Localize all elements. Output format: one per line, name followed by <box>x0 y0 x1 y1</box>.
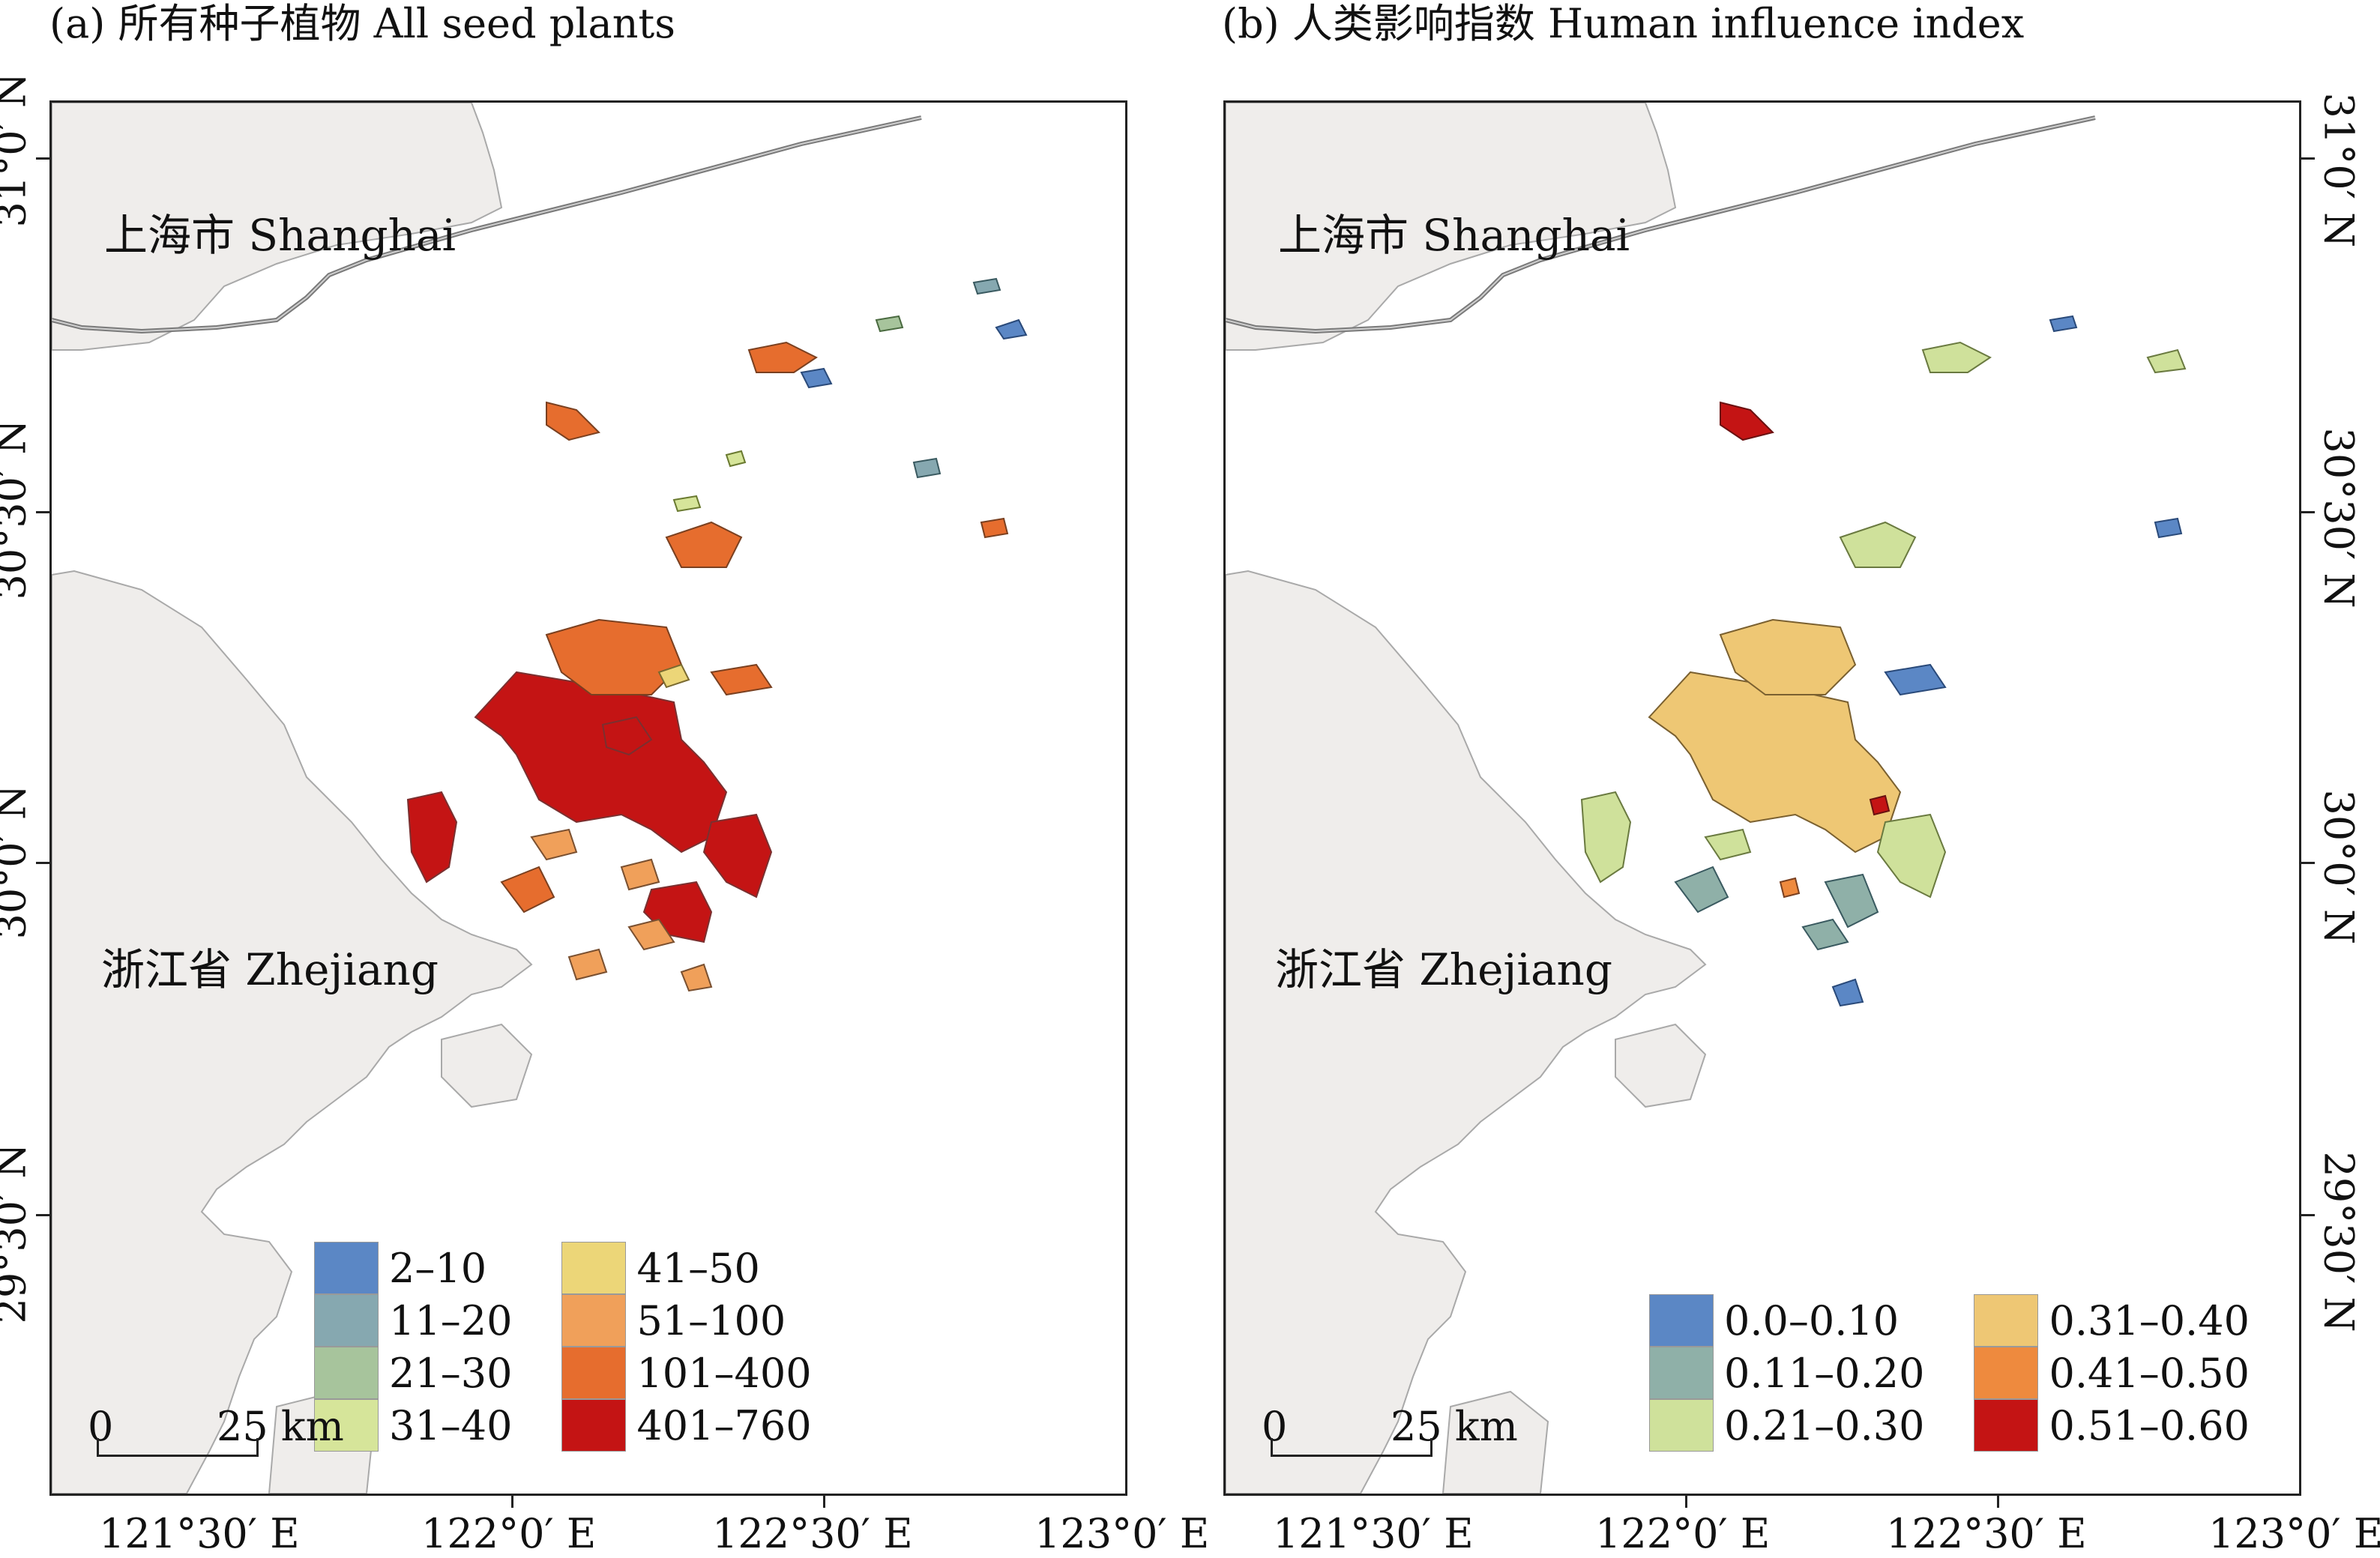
lon-label-b-3: 122°30′ E <box>1886 1510 2087 1557</box>
legend-a-swatch <box>561 1347 627 1399</box>
legend-a-swatch <box>314 1242 379 1294</box>
lon-label-b-2: 122°0′ E <box>1595 1510 1771 1557</box>
legend-a-label: 401–760 <box>636 1401 812 1449</box>
legend-b-swatch <box>1974 1294 2039 1347</box>
legend-b-swatch <box>1974 1399 2039 1452</box>
scalebar-a-bar <box>97 1438 259 1457</box>
lat-label-a-2: 30°30′ N <box>0 419 35 600</box>
legend-a-item: 11–20 <box>314 1294 512 1347</box>
legend-a-item: 2–10 <box>314 1242 512 1294</box>
tick-a-lat-3 <box>36 862 49 864</box>
lat-label-b-1: 31°0′ N <box>2315 92 2363 248</box>
islands-b <box>1580 315 2187 1007</box>
lon-label-a-3: 122°30′ E <box>712 1510 913 1557</box>
tick-b-lat-2 <box>2301 511 2315 513</box>
lat-label-b-2: 30°30′ N <box>2315 427 2363 609</box>
legend-b-label: 0.51–0.60 <box>2049 1401 2250 1449</box>
legend-b-swatch <box>1649 1399 1714 1452</box>
lon-label-a-4: 123°0′ E <box>1034 1510 1210 1557</box>
zhejiang-landmass <box>1226 570 1707 1494</box>
legend-a-label: 41–50 <box>636 1244 760 1292</box>
zhejiang-label-a: 浙江省 Zhejiang <box>101 944 439 995</box>
legend-a-label: 101–400 <box>636 1349 812 1397</box>
legend-b-item: 0.41–0.50 <box>1974 1347 2250 1399</box>
scalebar-a-start: 0 <box>88 1403 114 1450</box>
map-b-svg <box>1226 103 2187 1494</box>
tick-b-lon-1 <box>1685 1494 1687 1508</box>
map-a: 上海市 Shanghai 浙江省 Zhejiang 2–10 41–50 11–… <box>49 100 1127 1496</box>
shanghai-label-a: 上海市 Shanghai <box>104 210 457 261</box>
lat-label-a-4: 29°30′ N <box>0 1143 35 1324</box>
lon-label-a-1: 121°30′ E <box>99 1510 300 1557</box>
legend-a-label: 51–100 <box>636 1296 786 1344</box>
tick-a-lon-1 <box>511 1494 513 1508</box>
panel-b-title: (b) 人类影响指数 Human influence index <box>1222 0 2025 47</box>
legend-b-swatch <box>1974 1347 2039 1399</box>
tick-a-lat-4 <box>36 1214 49 1216</box>
legend-a-item: 41–50 <box>561 1242 811 1294</box>
legend-a-swatch <box>561 1294 627 1347</box>
scalebar-a: 0 25 km <box>82 1403 344 1485</box>
scalebar-b-end: 25 km <box>1391 1403 1518 1450</box>
scalebar-b-bar <box>1271 1438 1432 1457</box>
tick-b-lon-2 <box>1997 1494 1999 1508</box>
lat-label-b-3: 30°0′ N <box>2315 789 2363 945</box>
tick-a-lat-2 <box>36 511 49 513</box>
scalebar-b: 0 25 km <box>1256 1403 1518 1485</box>
lat-label-b-4: 29°30′ N <box>2315 1151 2363 1332</box>
legend-a-swatch <box>314 1399 379 1452</box>
boundary-line <box>1226 115 2096 334</box>
panel-a-title: (a) 所有种子植物 All seed plants <box>49 0 675 47</box>
legend-a-swatch <box>561 1399 627 1452</box>
lon-label-b-1: 121°30′ E <box>1273 1510 1474 1557</box>
legend-b-label: 0.31–0.40 <box>2049 1296 2250 1344</box>
tick-b-lat-4 <box>2301 1214 2315 1216</box>
legend-a-item: 51–100 <box>561 1294 811 1347</box>
legend-b-swatch <box>1649 1347 1714 1399</box>
lon-label-a-2: 122°0′ E <box>421 1510 597 1557</box>
legend-a-item: 101–400 <box>561 1347 812 1399</box>
legend-b-item: 0.11–0.20 <box>1649 1347 1924 1399</box>
legend-a-item: 31–40 <box>314 1399 512 1452</box>
legend-b: 0.0–0.10 0.31–0.40 0.11–0.20 0.41–0.50 0… <box>1649 1294 2250 1452</box>
legend-a-item: 401–760 <box>561 1399 812 1452</box>
legend-b-swatch <box>1649 1294 1714 1347</box>
zhejiang-label-b: 浙江省 Zhejiang <box>1275 944 1613 995</box>
legend-b-item: 0.51–0.60 <box>1974 1399 2250 1452</box>
shanghai-label-b: 上海市 Shanghai <box>1278 210 1630 261</box>
legend-a-swatch <box>314 1294 379 1347</box>
tick-a-lat-1 <box>36 157 49 160</box>
tick-b-lat-3 <box>2301 862 2315 864</box>
legend-b-label: 0.0–0.10 <box>1724 1296 1900 1344</box>
legend-a-label: 11–20 <box>389 1296 513 1344</box>
legend-a-swatch <box>561 1242 627 1294</box>
tick-b-lat-1 <box>2301 157 2315 160</box>
legend-b-item: 0.21–0.30 <box>1649 1399 1924 1452</box>
boundary-line <box>52 115 922 334</box>
scalebar-a-end: 25 km <box>217 1403 344 1450</box>
legend-b-item: 0.0–0.10 <box>1649 1294 1924 1347</box>
legend-a-swatch <box>314 1347 379 1399</box>
legend-a-label: 21–30 <box>389 1349 513 1397</box>
legend-a-item: 21–30 <box>314 1347 512 1399</box>
lat-label-a-1: 31°0′ N <box>0 73 35 228</box>
legend-a-label: 31–40 <box>389 1401 513 1449</box>
legend-a: 2–10 41–50 11–20 51–100 21–30 101–400 31… <box>314 1242 812 1452</box>
legend-b-label: 0.41–0.50 <box>2049 1349 2250 1397</box>
map-b: 上海市 Shanghai 浙江省 Zhejiang 0.0–0.10 0.31–… <box>1223 100 2301 1496</box>
map-a-svg <box>52 103 1028 1494</box>
legend-b-item: 0.31–0.40 <box>1974 1294 2250 1347</box>
legend-a-label: 2–10 <box>389 1244 487 1292</box>
legend-b-label: 0.21–0.30 <box>1724 1401 1925 1449</box>
shanghai-landmass <box>52 103 503 351</box>
lon-label-b-4: 123°0′ E <box>2208 1510 2380 1557</box>
shanghai-landmass <box>1226 103 1677 351</box>
legend-b-label: 0.11–0.20 <box>1724 1349 1925 1397</box>
scalebar-b-start: 0 <box>1262 1403 1288 1450</box>
tick-a-lon-2 <box>823 1494 825 1508</box>
islands-a <box>406 277 1028 992</box>
lat-label-a-3: 30°0′ N <box>0 785 35 940</box>
